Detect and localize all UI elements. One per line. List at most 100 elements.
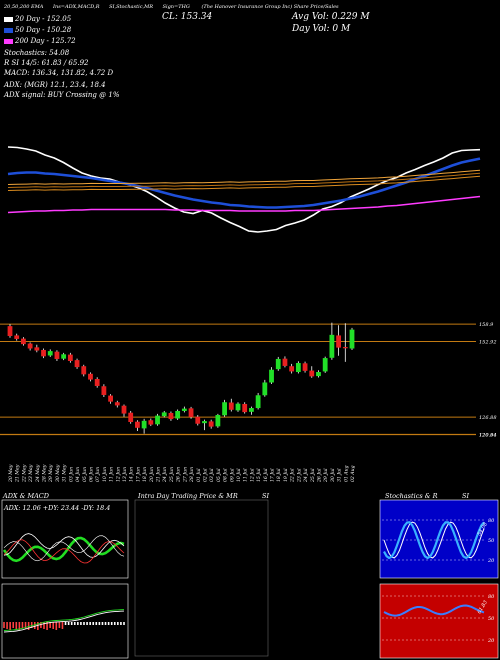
candle-body bbox=[282, 358, 288, 366]
rsi-text: R SI 14/5: 61.83 / 65.92 bbox=[4, 59, 89, 67]
date-tick-label: 04 Jun bbox=[75, 467, 81, 482]
candle-body bbox=[81, 366, 87, 375]
date-tick-label: 24 Jul bbox=[303, 468, 309, 483]
candle-body bbox=[88, 373, 93, 380]
candle-body bbox=[262, 382, 268, 396]
header-company: (The Hanover Insurance Group Inc) Share … bbox=[201, 4, 339, 10]
price-level-label: 120.84 bbox=[479, 433, 497, 439]
date-tick-label: 26 Jun bbox=[176, 467, 182, 483]
date-tick-label: 23 May bbox=[28, 464, 34, 483]
avg-volume: Avg Vol: 0.229 M bbox=[292, 12, 370, 22]
stoch-panel-title: Stochastics & R bbox=[385, 492, 438, 500]
candle-body bbox=[329, 334, 335, 358]
candle-body bbox=[275, 358, 281, 370]
candle-body bbox=[94, 379, 100, 386]
macd-text: MACD: 136.34, 131.82, 4.72 D bbox=[4, 69, 114, 77]
stoch-line bbox=[383, 521, 485, 560]
date-tick-label: 14 Jun bbox=[129, 467, 135, 482]
rsi-line bbox=[383, 604, 485, 617]
date-tick-label: 05 Jul bbox=[216, 468, 222, 482]
price-level-label: 120.94 bbox=[479, 432, 497, 438]
candle-body bbox=[14, 335, 20, 339]
candle-body bbox=[155, 415, 160, 425]
date-tick-label: 01 Jul bbox=[196, 468, 202, 482]
candle-body bbox=[175, 410, 181, 419]
adx-signal-text: ADX signal: BUY Crossing @ 1% bbox=[4, 91, 120, 99]
day-volume: Day Vol: 0 M bbox=[292, 24, 351, 34]
date-tick-label: 17 Jun bbox=[135, 467, 141, 482]
candle-body bbox=[61, 354, 67, 359]
stoch-level-label: 20 bbox=[487, 558, 495, 564]
legend-50day: 50 Day - 150.28 bbox=[4, 25, 76, 36]
candle-body bbox=[316, 372, 321, 377]
candle-body bbox=[228, 402, 234, 410]
stoch-level-label: 80 bbox=[488, 518, 495, 524]
rsi-panel-frame bbox=[379, 583, 499, 659]
date-tick-label: 24 May bbox=[35, 464, 41, 483]
candle-body bbox=[349, 329, 355, 349]
date-tick-label: 25 Jun bbox=[169, 467, 175, 483]
adx-line bbox=[3, 535, 125, 562]
date-tick-label: 06 Jun bbox=[88, 467, 94, 482]
date-tick-label: 26 Jul bbox=[316, 468, 322, 483]
candle-body bbox=[249, 408, 254, 412]
date-tick-label: 19 Jul bbox=[283, 468, 289, 482]
candle-body bbox=[168, 412, 174, 420]
date-tick-label: 29 Jul bbox=[323, 468, 329, 483]
date-tick-label: 08 Jul bbox=[223, 468, 229, 482]
macd-line bbox=[3, 609, 125, 631]
candle-body bbox=[222, 402, 227, 416]
candle-body bbox=[128, 412, 134, 422]
macd-line bbox=[3, 610, 125, 633]
date-tick-label: 03 Jul bbox=[209, 468, 215, 482]
intra-panel-si: SI bbox=[262, 492, 270, 500]
date-tick-label: 20 May bbox=[8, 464, 14, 483]
adx-panel-title: ADX & MACD bbox=[3, 492, 49, 500]
candle-body bbox=[47, 351, 53, 356]
stochastics-text: Stochastics: 54.08 bbox=[4, 49, 70, 57]
date-tick-label: 22 Jul bbox=[290, 468, 296, 483]
candle-body bbox=[242, 403, 248, 413]
candle-body bbox=[41, 349, 46, 357]
rsi-level-label: 20 bbox=[487, 638, 495, 644]
adx-values-label: ADX: 12.06 +DY: 23.44 -DY: 18.4 bbox=[3, 504, 110, 512]
date-tick-label: 18 Jul bbox=[276, 468, 282, 482]
price-sales-line bbox=[7, 175, 481, 191]
stoch-line bbox=[383, 521, 485, 559]
date-tick-label: 23 Jul bbox=[296, 468, 302, 483]
candle-body bbox=[255, 395, 261, 409]
adx-line bbox=[3, 533, 125, 558]
price-level-label: 126.88 bbox=[479, 415, 497, 421]
stoch-panel-si: SI bbox=[462, 492, 470, 500]
candle-body bbox=[195, 416, 201, 424]
adx-panel-frame bbox=[1, 499, 129, 579]
date-tick-label: 31 May bbox=[62, 464, 68, 482]
header-ema: 20,50,200 EMA bbox=[4, 4, 44, 10]
price-sales-line bbox=[7, 169, 481, 185]
date-tick-label: 28 Jun bbox=[189, 467, 195, 483]
date-tick-label: 12 Jul bbox=[249, 468, 255, 482]
intraday-panel-frame bbox=[134, 499, 269, 657]
stoch-value-label: 54.08 bbox=[477, 522, 489, 537]
price-sales-line bbox=[7, 172, 481, 188]
date-tick-label: 29 May bbox=[48, 464, 54, 483]
ma-line-20-day bbox=[7, 146, 481, 233]
date-tick-label: 11 Jul bbox=[243, 468, 249, 482]
candle-body bbox=[289, 366, 295, 372]
rsi-level-label: 50 bbox=[488, 616, 495, 622]
date-tick-label: 24 Jun bbox=[162, 467, 168, 483]
date-tick-label: 01 Aug bbox=[343, 465, 349, 482]
header-line: 20,50,200 EMA Ins=ADX,MACD,R SI,Stochast… bbox=[4, 4, 498, 10]
candle-body bbox=[101, 386, 107, 395]
candle-body bbox=[114, 402, 120, 406]
candle-body bbox=[108, 395, 113, 402]
price-level-label: 152.92 bbox=[479, 339, 497, 345]
close-price: CL: 153.34 bbox=[162, 12, 213, 22]
date-tick-label: 22 May bbox=[21, 464, 27, 483]
candle-body bbox=[235, 403, 241, 411]
date-tick-label: 21 May bbox=[15, 464, 21, 483]
date-tick-label: 30 May bbox=[55, 464, 61, 482]
price-level-label: 158.9 bbox=[479, 322, 494, 328]
date-tick-label: 10 Jul bbox=[236, 468, 242, 482]
stoch-level-label: 50 bbox=[488, 538, 495, 544]
